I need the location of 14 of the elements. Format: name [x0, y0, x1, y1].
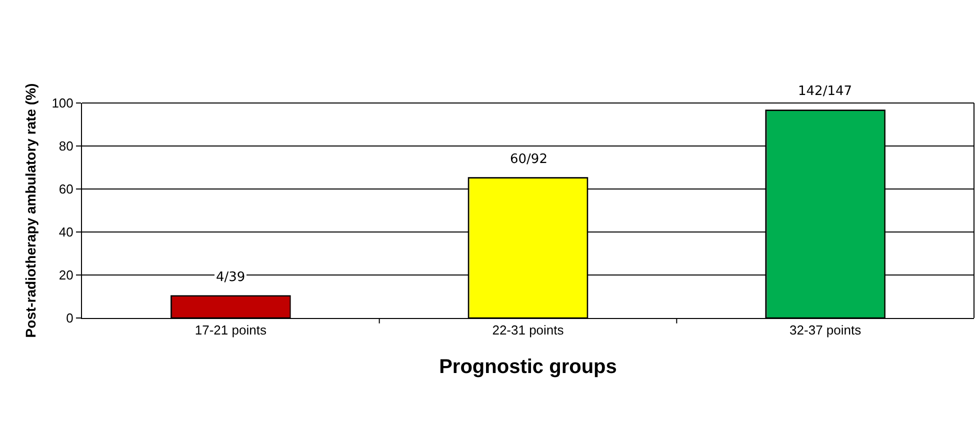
y-tick-label: 20 — [58, 268, 74, 283]
data-label: 142/147 — [798, 84, 852, 99]
x-tick-label: 22-31 points — [492, 322, 564, 338]
y-tick-label: 80 — [58, 138, 74, 154]
y-axis-title: Post-radiotherapy ambulatory rate (%) — [22, 83, 38, 338]
y-tick-label: 0 — [66, 310, 74, 326]
x-tick-label: 17-21 points — [194, 322, 267, 338]
x-tick-label: 32-37 points — [790, 322, 862, 338]
y-tick-label: 60 — [58, 182, 74, 197]
x-axis-title: Prognostic groups — [439, 356, 617, 378]
y-tick-label: 100 — [52, 96, 74, 111]
y-tick-label: 40 — [58, 224, 74, 240]
data-label: 4/39 — [216, 270, 246, 285]
data-label: 60/92 — [510, 152, 548, 167]
